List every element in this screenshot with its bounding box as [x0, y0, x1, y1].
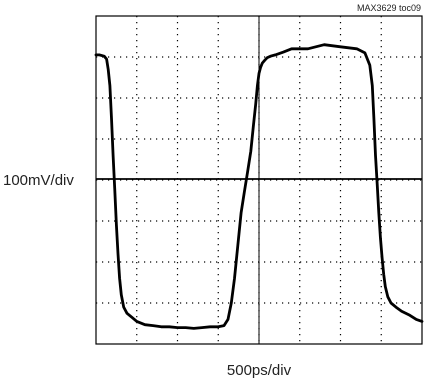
waveform-trace-1: [94, 43, 424, 330]
x-scale-label: 500ps/div: [227, 362, 292, 379]
y-scale-label: 100mV/div: [3, 172, 74, 189]
waveform-traces: [94, 43, 424, 330]
figure-id-label: MAX3629 toc09: [357, 3, 421, 13]
